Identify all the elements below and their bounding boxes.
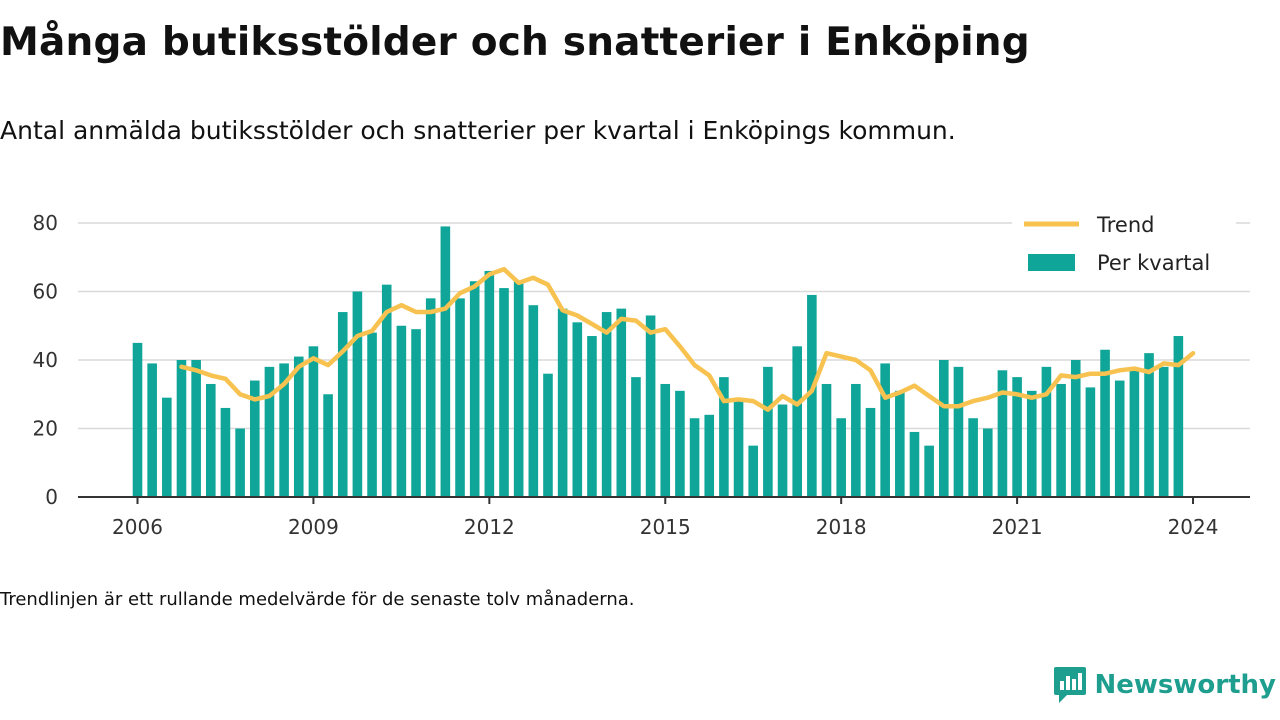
x-tick-label: 2009 [288,515,339,539]
bar [880,363,890,497]
bar [851,383,861,497]
bar [924,445,934,497]
bar [499,288,509,497]
bar [704,414,715,497]
bar [235,428,245,497]
bar [396,325,407,497]
bar [132,342,143,497]
bar [763,366,773,497]
bar [293,356,304,497]
bar [982,428,993,497]
bar [191,360,201,497]
y-tick-label: 0 [45,485,58,509]
bar [425,298,436,497]
brand-name: Newsworthy [1094,670,1276,700]
bar [279,363,289,497]
bar [337,312,348,497]
bar [1100,349,1110,497]
bar [176,360,187,497]
bar [865,407,876,497]
trend-line [179,266,1196,412]
bar [440,226,451,498]
bar [1144,353,1154,497]
bar [792,346,802,497]
legend-label-trend: Trend [1096,213,1154,237]
bar [572,322,583,497]
x-tick-label: 2021 [992,515,1043,539]
bar [249,380,260,497]
bar [675,390,685,497]
bar [147,363,157,497]
bar [821,383,832,497]
bar [660,383,671,497]
legend: Trend Per kvartal [1012,204,1236,284]
x-tick-label: 2024 [1168,515,1219,539]
bar [352,291,363,497]
x-tick-label: 2012 [464,515,515,539]
bar-line-chart: 0 20 40 60 80 2006 2009 2012 2015 2018 2021 2024 Tr… [33,204,1250,539]
bar [1041,366,1052,497]
bar [939,360,949,497]
bar [895,390,905,497]
y-tick-label: 40 [33,348,58,372]
bar [220,407,231,497]
bar [601,312,612,497]
bar [323,394,333,497]
bar [909,431,920,497]
bar [1085,387,1096,497]
trend-line-layer [179,266,1196,412]
y-tick-label: 20 [33,417,58,441]
bar [968,418,978,497]
bar [543,373,553,497]
chart-title: Många butiksstölder och snatterier i Enk… [0,20,1030,65]
bar [455,298,465,497]
bar [411,329,421,497]
footnote: Trendlinjen är ett rullande medelvärde f… [0,589,635,610]
bar [689,418,700,497]
bar [1114,380,1125,497]
bars-per-kvartal [132,226,1184,498]
bar [513,281,524,497]
bar [381,284,392,497]
x-tick-label: 2006 [112,515,163,539]
bar [528,305,539,497]
axes: 0 20 40 60 80 2006 2009 2012 2015 2018 2021 2024 [33,211,1250,539]
bar [367,332,377,497]
bar [557,308,568,497]
bar [631,377,641,497]
bar [1158,366,1169,497]
bar [1173,336,1184,497]
bar [206,383,216,497]
bar [807,294,817,497]
bar [616,308,627,497]
bar [645,315,656,497]
bar [1056,383,1066,497]
chart-subtitle: Antal anmälda butiksstölder och snatteri… [0,116,956,145]
bar [1129,370,1140,497]
newsworthy-logo-icon [1053,667,1086,703]
bar [484,270,495,497]
x-tick-label: 2015 [640,515,691,539]
bar [162,397,172,497]
bar [997,370,1008,497]
y-tick-label: 80 [33,211,58,235]
bar [733,401,744,497]
legend-label-per-kvartal: Per kvartal [1097,251,1210,275]
bar [587,336,597,497]
x-tick-label: 2018 [816,515,867,539]
bar [469,281,480,497]
brand-logo[interactable]: Newsworthy [1053,664,1276,706]
bar [953,366,964,497]
bar [777,404,788,497]
bar [264,366,275,497]
bar [308,346,319,497]
bar [836,418,846,497]
bar [1070,360,1081,497]
y-tick-label: 60 [33,280,58,304]
bar [1026,390,1037,497]
legend-bar-swatch [1028,254,1075,271]
bar [719,377,729,497]
bar [1012,377,1022,497]
bar [748,445,759,497]
